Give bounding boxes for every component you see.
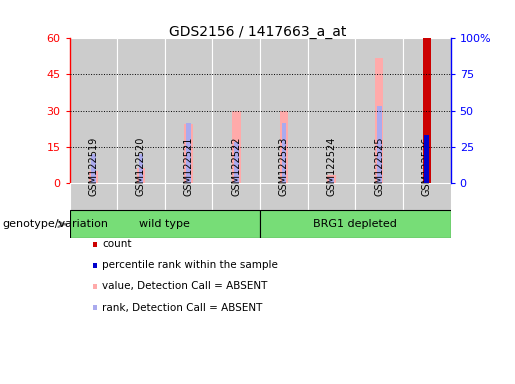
Text: BRG1 depleted: BRG1 depleted bbox=[314, 219, 397, 229]
Bar bbox=[280, 111, 288, 183]
Bar bbox=[89, 170, 98, 183]
Bar bbox=[377, 106, 382, 183]
Text: GDS2156 / 1417663_a_at: GDS2156 / 1417663_a_at bbox=[169, 25, 346, 39]
Bar bbox=[260, 38, 308, 183]
Bar bbox=[186, 122, 191, 183]
Text: GSM122525: GSM122525 bbox=[374, 137, 384, 197]
Bar bbox=[70, 183, 117, 210]
Bar bbox=[117, 183, 165, 210]
Text: genotype/variation: genotype/variation bbox=[3, 219, 109, 229]
Bar bbox=[282, 122, 286, 183]
Bar bbox=[403, 38, 451, 183]
Bar bbox=[165, 183, 212, 210]
Bar bbox=[117, 38, 165, 183]
Bar bbox=[260, 183, 308, 210]
Bar bbox=[327, 175, 336, 183]
Bar bbox=[232, 111, 241, 183]
Text: GSM122521: GSM122521 bbox=[184, 137, 194, 197]
Bar bbox=[165, 38, 212, 183]
Bar bbox=[70, 38, 117, 183]
Bar bbox=[184, 124, 193, 183]
Text: GSM122522: GSM122522 bbox=[231, 137, 241, 197]
Bar bbox=[91, 154, 96, 183]
Bar bbox=[375, 58, 384, 183]
Text: GSM122523: GSM122523 bbox=[279, 137, 289, 197]
Text: GSM122519: GSM122519 bbox=[89, 137, 98, 197]
Text: percentile rank within the sample: percentile rank within the sample bbox=[102, 260, 278, 270]
Bar bbox=[234, 142, 238, 183]
Bar bbox=[424, 135, 429, 183]
Bar bbox=[403, 183, 451, 210]
Bar bbox=[136, 168, 145, 183]
Bar bbox=[422, 38, 431, 183]
Text: count: count bbox=[102, 239, 132, 249]
Text: rank, Detection Call = ABSENT: rank, Detection Call = ABSENT bbox=[102, 303, 263, 313]
Bar bbox=[307, 38, 355, 183]
Bar bbox=[260, 210, 451, 238]
Bar bbox=[329, 178, 334, 183]
Bar bbox=[212, 183, 260, 210]
Text: GSM122524: GSM122524 bbox=[327, 137, 336, 197]
Text: wild type: wild type bbox=[140, 219, 190, 229]
Bar bbox=[70, 210, 260, 238]
Bar bbox=[139, 154, 143, 183]
Bar bbox=[355, 183, 403, 210]
Bar bbox=[355, 38, 403, 183]
Bar bbox=[212, 38, 260, 183]
Bar bbox=[307, 183, 355, 210]
Text: GSM122520: GSM122520 bbox=[136, 137, 146, 197]
Text: GSM122526: GSM122526 bbox=[422, 137, 432, 197]
Text: value, Detection Call = ABSENT: value, Detection Call = ABSENT bbox=[102, 281, 268, 291]
